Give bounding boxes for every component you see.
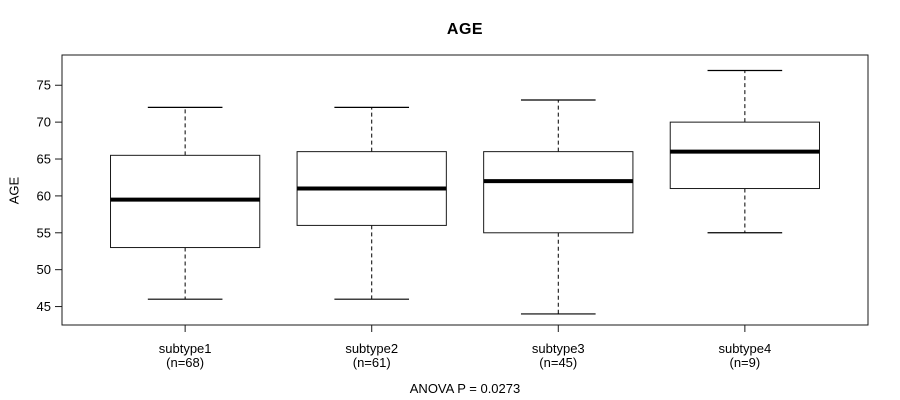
category-sublabel: (n=68): [166, 355, 204, 370]
y-tick-label: 55: [37, 225, 51, 240]
category-label: subtype1: [159, 341, 212, 356]
boxplot-group-subtype1: [110, 106, 261, 300]
category-sublabel: (n=9): [730, 355, 761, 370]
y-tick-label: 70: [37, 115, 51, 130]
category-label: subtype2: [345, 341, 398, 356]
chart-title: AGE: [446, 21, 484, 38]
category-label: subtype3: [532, 341, 585, 356]
boxplot-group-subtype3: [483, 99, 634, 315]
boxplot-group-subtype4: [669, 69, 820, 234]
category-sublabel: (n=61): [353, 355, 391, 370]
iqr-box: [483, 151, 634, 234]
anova-annotation: ANOVA P = 0.0273: [409, 381, 521, 396]
y-axis-label: AGE: [6, 176, 22, 205]
category-label: subtype4: [718, 341, 771, 356]
plot-border: [61, 54, 869, 326]
y-tick-label: 75: [37, 78, 51, 93]
category-sublabel: (n=45): [539, 355, 577, 370]
y-tick-label: 45: [37, 299, 51, 314]
y-tick-label: 50: [37, 262, 51, 277]
iqr-box: [669, 121, 820, 190]
y-tick-label: 60: [37, 188, 51, 203]
boxplot-group-subtype2: [296, 106, 447, 300]
y-tick-label: 65: [37, 152, 51, 167]
